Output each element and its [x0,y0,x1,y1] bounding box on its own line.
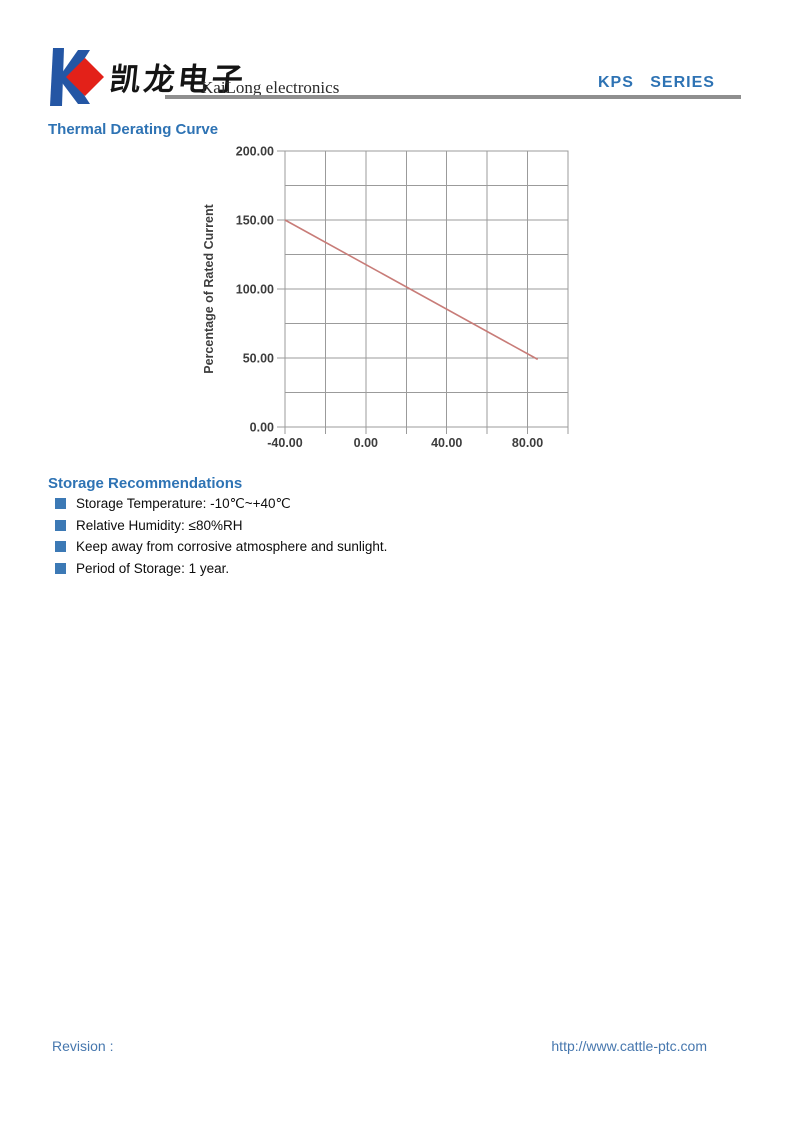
list-item-text: Storage Temperature: -10℃~+40℃ [76,496,291,511]
series-label: KPS SERIES [598,74,715,91]
svg-text:0.00: 0.00 [250,421,274,435]
list-item: Storage Temperature: -10℃~+40℃ [55,497,387,511]
list-item: Relative Humidity: ≤80%RH [55,517,387,533]
storage-section-title: Storage Recommendations [48,475,243,492]
svg-text:-40.00: -40.00 [267,436,302,450]
svg-text:80.00: 80.00 [512,436,543,450]
list-item-text: Period of Storage: 1 year. [76,560,230,576]
header-divider [165,95,741,99]
list-item: Keep away from corrosive atmosphere and … [55,540,387,554]
y-axis-label: Percentage of Rated Current [202,203,216,373]
list-item-text: Relative Humidity: ≤80%RH [76,517,243,533]
bullet-square-icon [55,498,66,510]
storage-recommendations-list: Storage Temperature: -10℃~+40℃ Relative H… [55,497,387,583]
list-item-text: Keep away from corrosive atmosphere and … [76,539,388,554]
revision-label: Revision : [52,1038,114,1054]
svg-text:0.00: 0.00 [354,436,378,450]
bullet-square-icon [55,541,66,553]
bullet-square-icon [55,519,66,531]
svg-text:150.00: 150.00 [236,214,274,228]
brand-name-english: KaiLong electronics [201,78,340,97]
svg-text:40.00: 40.00 [431,436,462,450]
bullet-square-icon [55,562,66,574]
svg-text:100.00: 100.00 [236,283,274,297]
kailong-logo-icon [50,48,104,106]
derating-line [284,219,539,361]
svg-text:200.00: 200.00 [236,145,274,159]
website-link[interactable]: http://www.cattle-ptc.com [551,1038,707,1054]
list-item: Period of Storage: 1 year. [55,560,387,576]
svg-text:50.00: 50.00 [243,352,274,366]
derating-section-title: Thermal Derating Curve [48,121,219,138]
